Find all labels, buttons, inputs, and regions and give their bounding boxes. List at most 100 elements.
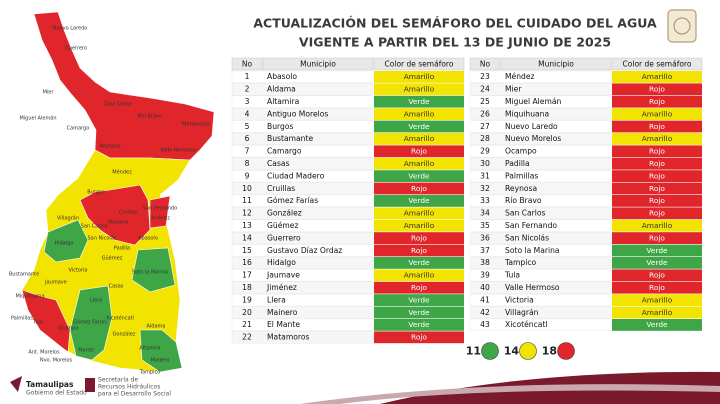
status-cell <box>374 195 464 207</box>
header-text: No <box>242 60 253 69</box>
municipality: Casas <box>267 159 290 168</box>
row-number: 3 <box>245 97 250 106</box>
status: Rojo <box>411 147 427 156</box>
header-cell <box>262 57 374 71</box>
footer-swoosh-light <box>300 384 720 404</box>
map-label: Jaumave <box>44 280 67 286</box>
row-bg <box>469 132 612 145</box>
map-label: San Carlos <box>81 224 108 230</box>
map-label: Ant. Morelos <box>28 350 60 356</box>
status: Amarillo <box>404 159 435 168</box>
row-bg <box>469 70 612 83</box>
status-cell <box>374 157 464 170</box>
status: Rojo <box>649 209 665 218</box>
row-number: 13 <box>242 221 252 230</box>
row-number: 6 <box>245 134 250 143</box>
row-bg <box>231 108 374 121</box>
municipality: González <box>267 209 302 218</box>
status-cell <box>374 219 464 232</box>
status-cell <box>374 319 464 331</box>
status: Amarillo <box>642 134 673 143</box>
header-text: No <box>480 60 491 69</box>
row-number: 43 <box>480 320 490 329</box>
status: Verde <box>408 196 430 205</box>
row-bg <box>231 95 374 108</box>
status: Amarillo <box>642 109 673 118</box>
municipality: Hidalgo <box>267 258 296 267</box>
row-number: 23 <box>480 72 490 81</box>
status-cell <box>612 219 702 232</box>
title: ACTUALIZACIÓN DEL SEMÁFORO DEL CUIDADO D… <box>253 16 657 31</box>
status-cell <box>612 133 702 145</box>
row-bg <box>469 170 612 183</box>
status-cell <box>374 170 464 182</box>
row-number: 39 <box>480 271 490 280</box>
status: Amarillo <box>642 295 673 304</box>
status: Verde <box>646 246 668 255</box>
legend-count: 14 <box>504 345 520 358</box>
status: Rojo <box>649 271 665 280</box>
row-bg <box>231 145 374 158</box>
row-bg <box>231 70 374 83</box>
map-label: Méndez <box>112 169 132 176</box>
legend-count: 18 <box>542 345 557 358</box>
row-number: 33 <box>480 196 490 205</box>
status-cell <box>612 157 702 170</box>
map-label: Miguel Alemán <box>19 115 56 122</box>
row-bg <box>469 182 612 195</box>
row-number: 37 <box>480 246 490 255</box>
map-label: González <box>113 331 136 338</box>
status-cell <box>374 281 464 294</box>
status-cell <box>612 294 702 306</box>
status: Amarillo <box>404 85 435 94</box>
map-label: Madero <box>151 358 170 364</box>
row-bg <box>231 281 374 294</box>
title: VIGENTE A PARTIR DEL 13 DE JUNIO DE 2025 <box>299 35 611 50</box>
row-bg <box>231 306 374 319</box>
row-bg <box>231 219 374 232</box>
status: Amarillo <box>404 109 435 118</box>
row-bg <box>469 120 612 133</box>
map-label: Díaz Ordaz <box>104 101 132 108</box>
header-cell <box>373 57 465 71</box>
map-label: Ocampo <box>58 326 79 332</box>
row-number: 26 <box>480 109 490 118</box>
row-number: 14 <box>242 233 252 242</box>
agency: para el Desarrollo Social <box>98 391 171 398</box>
row-bg <box>231 232 374 245</box>
municipality: Miquihuana <box>505 109 549 118</box>
row-bg <box>231 170 374 183</box>
status: Rojo <box>411 246 427 255</box>
status: Verde <box>646 320 668 329</box>
municipality: San Carlos <box>505 209 546 218</box>
status-cell <box>374 244 464 257</box>
header-cell <box>611 57 703 71</box>
header-text: Municipio <box>300 60 336 69</box>
municipality: Camargo <box>267 147 302 156</box>
municipality: San Fernando <box>505 221 557 230</box>
status-cell <box>374 95 464 108</box>
municipality: Palmillas <box>505 171 538 180</box>
map-red-jimenez <box>149 195 171 229</box>
row-number: 18 <box>242 283 252 292</box>
status-cell <box>374 120 464 133</box>
map-label: Xicoténcatl <box>106 315 134 322</box>
municipality: Jiménez <box>266 283 297 292</box>
row-bg <box>231 244 374 257</box>
row-bg <box>469 269 612 282</box>
municipality: Soto la Marina <box>505 246 560 255</box>
row-number: 19 <box>242 295 252 304</box>
status-cell <box>612 281 702 294</box>
map-label: Gómez Farías <box>73 319 107 326</box>
map-label: Mier <box>43 90 55 96</box>
map-label: Miquihuana <box>15 294 44 300</box>
row-number: 20 <box>242 308 252 317</box>
map-label: Reynosa <box>99 144 120 150</box>
status-cell <box>612 195 702 207</box>
footer-logo: Tamaulipas Gobierno del Estado Secretarí… <box>10 376 171 398</box>
status-cell <box>612 232 702 244</box>
row-bg <box>469 306 612 319</box>
row-bg <box>469 83 612 96</box>
municipality: Nuevo Morelos <box>505 134 561 143</box>
status-cell <box>374 207 464 220</box>
